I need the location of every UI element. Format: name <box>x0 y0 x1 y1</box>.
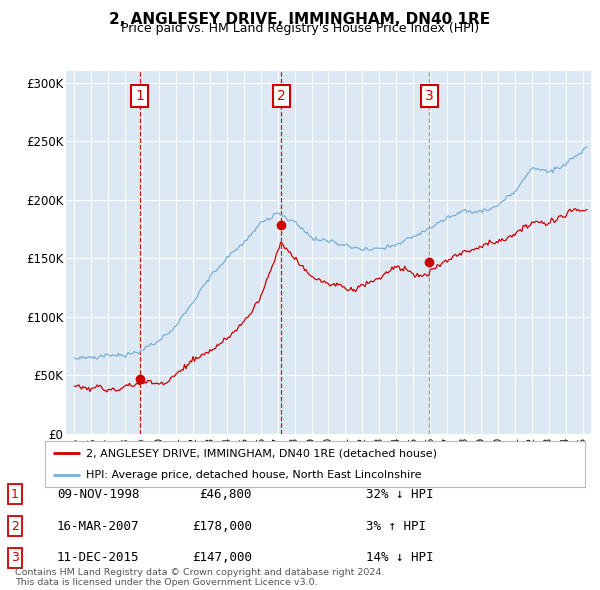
Text: £147,000: £147,000 <box>192 551 252 564</box>
Text: 09-NOV-1998: 09-NOV-1998 <box>57 488 139 501</box>
Text: 32% ↓ HPI: 32% ↓ HPI <box>366 488 433 501</box>
Text: 14% ↓ HPI: 14% ↓ HPI <box>366 551 433 564</box>
Text: 2: 2 <box>11 520 19 533</box>
Text: 1: 1 <box>11 488 19 501</box>
Text: Contains HM Land Registry data © Crown copyright and database right 2024.
This d: Contains HM Land Registry data © Crown c… <box>15 568 385 587</box>
Text: 3: 3 <box>11 551 19 564</box>
Text: 16-MAR-2007: 16-MAR-2007 <box>57 520 139 533</box>
Text: 1: 1 <box>136 89 144 103</box>
Text: 2: 2 <box>277 89 286 103</box>
Text: £178,000: £178,000 <box>192 520 252 533</box>
Text: Price paid vs. HM Land Registry's House Price Index (HPI): Price paid vs. HM Land Registry's House … <box>121 22 479 35</box>
Text: 11-DEC-2015: 11-DEC-2015 <box>57 551 139 564</box>
Text: 3% ↑ HPI: 3% ↑ HPI <box>366 520 426 533</box>
Text: £46,800: £46,800 <box>199 488 252 501</box>
Text: HPI: Average price, detached house, North East Lincolnshire: HPI: Average price, detached house, Nort… <box>86 470 421 480</box>
Text: 2, ANGLESEY DRIVE, IMMINGHAM, DN40 1RE: 2, ANGLESEY DRIVE, IMMINGHAM, DN40 1RE <box>109 12 491 27</box>
Text: 2, ANGLESEY DRIVE, IMMINGHAM, DN40 1RE (detached house): 2, ANGLESEY DRIVE, IMMINGHAM, DN40 1RE (… <box>86 448 437 458</box>
Text: 3: 3 <box>425 89 434 103</box>
